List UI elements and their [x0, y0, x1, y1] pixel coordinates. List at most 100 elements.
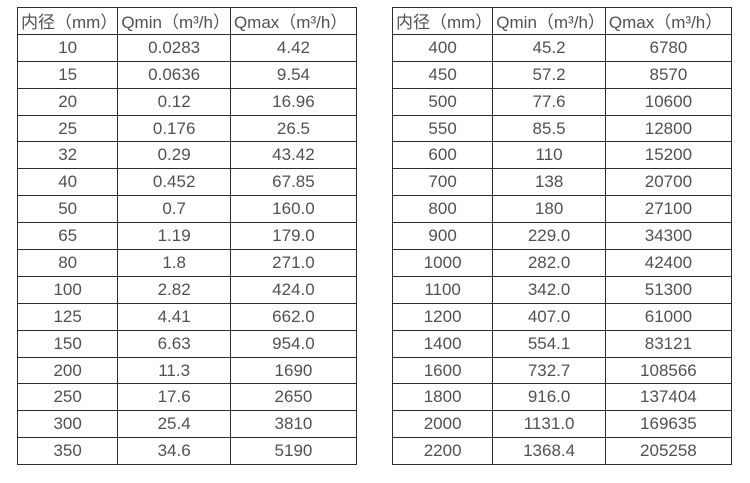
qmax-cell: 160.0 [229, 195, 357, 224]
qmin-cell: 407.0 [492, 302, 606, 331]
qmax-cell: 4.42 [229, 33, 357, 62]
qmax-cell: 954.0 [229, 329, 357, 358]
col-header-inner-diameter: 内径（mm） [391, 7, 494, 35]
table-row: 450 57.2 8570 [391, 60, 732, 89]
qmin-cell: 6.63 [117, 329, 231, 358]
qmax-cell: 43.42 [229, 141, 357, 170]
qmax-cell: 137404 [604, 383, 732, 412]
qmin-cell: 0.0283 [117, 33, 231, 62]
qmax-cell: 10600 [604, 87, 732, 116]
qmin-cell: 17.6 [117, 383, 231, 412]
table-row: 800 180 27100 [391, 195, 732, 224]
flow-spec-table-small-diameters: 内径（mm） Qmin（m³/h） Qmax（m³/h） 10 0.0283 4.4… [16, 7, 357, 466]
qmin-cell: 34.6 [117, 437, 231, 466]
table-row: 1200 407.0 61000 [391, 302, 732, 331]
qmin-cell: 229.0 [492, 222, 606, 251]
qmin-cell: 25.4 [117, 410, 231, 439]
table-row: 500 77.6 10600 [391, 87, 732, 116]
qmax-cell: 20700 [604, 168, 732, 197]
table-row: 1000 282.0 42400 [391, 249, 732, 277]
qmin-cell: 45.2 [492, 33, 606, 62]
table-row: 1600 732.7 108566 [391, 356, 732, 385]
qmax-cell: 424.0 [229, 275, 357, 304]
qmin-cell: 85.5 [492, 114, 606, 143]
table-body: 10 0.0283 4.42 15 0.0636 9.54 20 0.12 16.96 25 0.1… [16, 33, 357, 466]
table-row: 65 1.19 179.0 [16, 222, 357, 251]
table-row: 400 45.2 6780 [391, 33, 732, 62]
diameter-cell: 200 [16, 356, 119, 385]
table-row: 100 2.82 424.0 [16, 275, 357, 304]
qmin-cell: 1131.0 [492, 410, 606, 439]
qmin-cell: 0.12 [117, 87, 231, 116]
qmin-cell: 0.0636 [117, 60, 231, 89]
qmin-cell: 732.7 [492, 356, 606, 385]
qmax-cell: 6780 [604, 33, 732, 62]
table-row: 15 0.0636 9.54 [16, 60, 357, 89]
qmax-cell: 1690 [229, 356, 357, 385]
header-row: 内径（mm） Qmin（m³/h） Qmax（m³/h） [391, 7, 732, 35]
table-row: 80 1.8 271.0 [16, 249, 357, 277]
qmax-cell: 8570 [604, 60, 732, 89]
qmin-cell: 110 [492, 141, 606, 170]
diameter-cell: 350 [16, 437, 119, 466]
qmax-cell: 179.0 [229, 222, 357, 251]
diameter-cell: 600 [391, 141, 494, 170]
qmax-cell: 15200 [604, 141, 732, 170]
qmax-cell: 83121 [604, 329, 732, 358]
table-row: 1400 554.1 83121 [391, 329, 732, 358]
qmax-cell: 662.0 [229, 302, 357, 331]
qmax-cell: 2650 [229, 383, 357, 412]
table-row: 700 138 20700 [391, 168, 732, 197]
qmin-cell: 57.2 [492, 60, 606, 89]
diameter-cell: 15 [16, 60, 119, 89]
qmax-cell: 61000 [604, 302, 732, 331]
table-row: 200 11.3 1690 [16, 356, 357, 385]
qmin-cell: 0.176 [117, 114, 231, 143]
qmax-cell: 27100 [604, 195, 732, 224]
table-row: 20 0.12 16.96 [16, 87, 357, 116]
qmin-cell: 4.41 [117, 302, 231, 331]
diameter-cell: 2000 [391, 410, 494, 439]
diameter-cell: 1600 [391, 356, 494, 385]
diameter-cell: 450 [391, 60, 494, 89]
qmin-cell: 0.7 [117, 195, 231, 224]
qmax-cell: 34300 [604, 222, 732, 251]
table-row: 300 25.4 3810 [16, 410, 357, 439]
diameter-cell: 1400 [391, 329, 494, 358]
table-row: 2000 1131.0 169635 [391, 410, 732, 439]
table-row: 25 0.176 26.5 [16, 114, 357, 143]
table-row: 250 17.6 2650 [16, 383, 357, 412]
qmin-cell: 282.0 [492, 249, 606, 277]
diameter-cell: 1000 [391, 249, 494, 277]
diameter-cell: 40 [16, 168, 119, 197]
diameter-cell: 2200 [391, 437, 494, 466]
qmax-cell: 42400 [604, 249, 732, 277]
table-body: 400 45.2 6780 450 57.2 8570 500 77.6 10600 550 85.… [391, 33, 732, 466]
qmin-cell: 342.0 [492, 275, 606, 304]
diameter-cell: 550 [391, 114, 494, 143]
col-header-qmax: Qmax（m³/h） [604, 7, 732, 35]
qmin-cell: 11.3 [117, 356, 231, 385]
diameter-cell: 800 [391, 195, 494, 224]
qmin-cell: 180 [492, 195, 606, 224]
diameter-cell: 300 [16, 410, 119, 439]
diameter-cell: 900 [391, 222, 494, 251]
qmax-cell: 271.0 [229, 249, 357, 277]
qmin-cell: 2.82 [117, 275, 231, 304]
diameter-cell: 50 [16, 195, 119, 224]
qmin-cell: 1.8 [117, 249, 231, 277]
diameter-cell: 10 [16, 33, 119, 62]
diameter-cell: 1800 [391, 383, 494, 412]
diameter-cell: 250 [16, 383, 119, 412]
qmax-cell: 5190 [229, 437, 357, 466]
qmin-cell: 1.19 [117, 222, 231, 251]
table-row: 125 4.41 662.0 [16, 302, 357, 331]
table-row: 2200 1368.4 205258 [391, 437, 732, 466]
qmax-cell: 108566 [604, 356, 732, 385]
qmin-cell: 0.452 [117, 168, 231, 197]
diameter-cell: 25 [16, 114, 119, 143]
diameter-cell: 500 [391, 87, 494, 116]
col-header-qmin: Qmin（m³/h） [117, 7, 231, 35]
qmax-cell: 169635 [604, 410, 732, 439]
qmin-cell: 77.6 [492, 87, 606, 116]
